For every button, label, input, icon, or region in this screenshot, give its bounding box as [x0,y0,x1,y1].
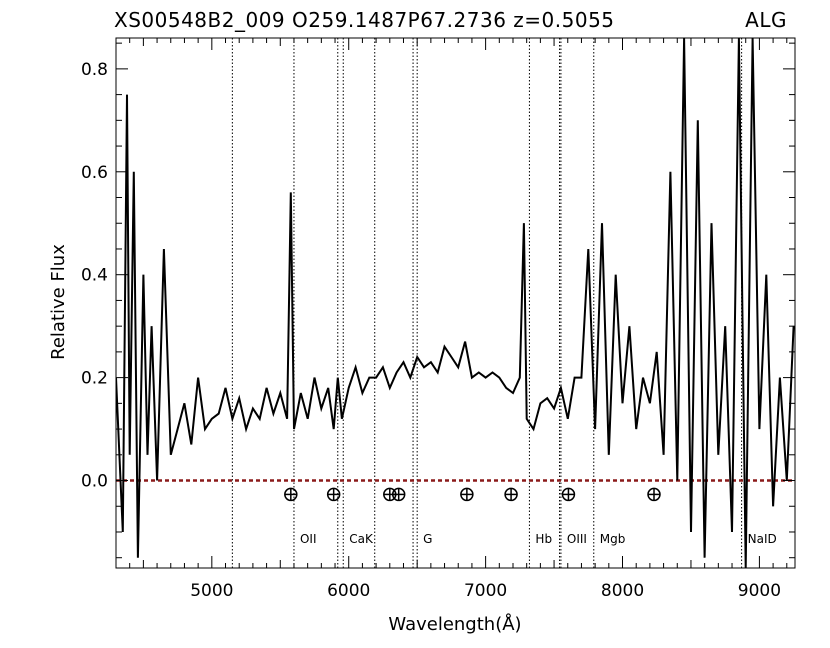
sky-marker-0 [284,487,298,502]
y-axis-title: Relative Flux [48,244,69,360]
line-label-g: G [423,532,432,546]
line-labels: OII CaK G Hb OIII Mgb NaID [300,532,777,546]
sky-marker-4 [460,487,474,502]
x-axis-title: Wavelength(Å) [388,613,521,635]
x-axis: 5000 6000 7000 8000 9000 [129,38,788,601]
line-label-mgb: Mgb [600,532,626,546]
y-tick-label: 0.0 [81,472,108,492]
plot-frame [115,37,796,569]
line-label-oii: OII [300,532,317,546]
sky-marker-6 [561,487,576,502]
sky-marker-5 [504,487,518,502]
x-tick-label: 7000 [464,581,507,601]
x-tick-label: 8000 [601,581,644,601]
x-tick-label: 9000 [738,581,781,601]
y-tick-label: 0.4 [81,266,108,286]
sky-marker-7 [647,487,661,502]
x-tick-label: 5000 [190,581,233,601]
y-tick-label: 0.8 [81,60,108,80]
chart-classification: ALG [745,8,787,32]
y-axis: 0.0 0.2 0.4 0.6 0.8 [81,42,795,559]
sky-line-markers [284,487,661,502]
x-tick-label: 6000 [327,581,370,601]
y-tick-label: 0.6 [81,163,108,183]
y-tick-label: 0.2 [81,369,108,389]
line-label-hb: Hb [535,532,552,546]
line-label-naid: NaID [748,532,777,546]
line-label-cak: CaK [349,532,374,546]
spectral-line-markers [231,38,743,568]
spectrum-series [116,38,795,568]
line-label-oiii: OIII [567,532,587,546]
sky-marker-1 [326,487,341,502]
sky-marker-3 [391,487,406,502]
chart-title: XS00548B2_009 O259.1487P67.2736 z=0.5055 [114,8,615,32]
spectrum-line [116,38,795,568]
